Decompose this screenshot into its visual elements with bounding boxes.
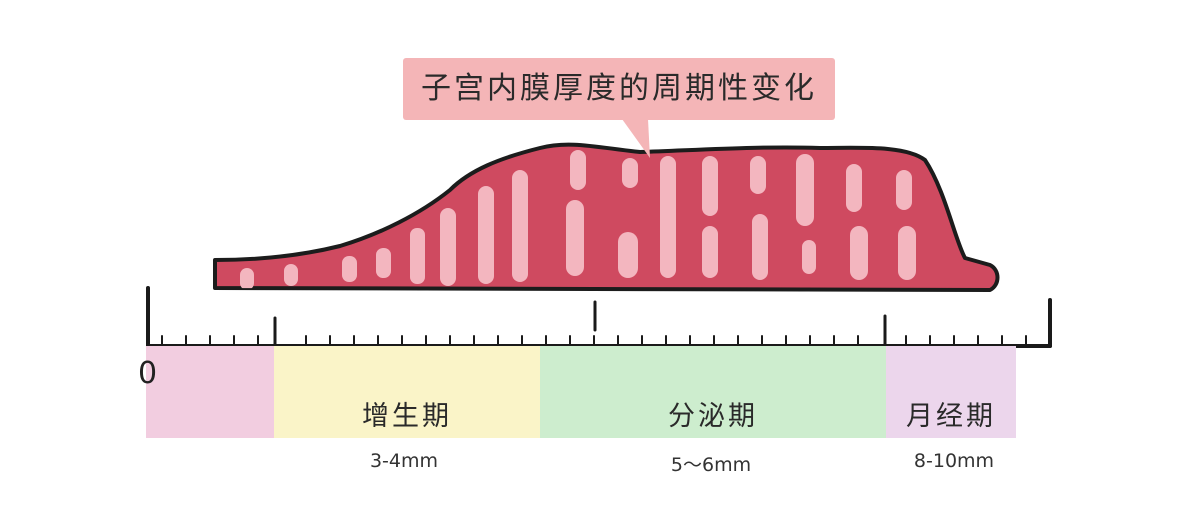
diagram-title: 子宫内膜厚度的周期性变化 <box>421 71 817 106</box>
zone-proliferative <box>274 346 540 438</box>
gland-stripe <box>376 248 391 278</box>
phase-label-menstrual: 月经期 <box>906 401 996 432</box>
gland-stripe <box>702 226 718 278</box>
gland-stripe <box>796 154 814 226</box>
gland-stripe <box>660 156 676 278</box>
gland-stripe <box>802 240 816 274</box>
zone-pre <box>146 346 274 438</box>
gland-stripe <box>622 158 638 188</box>
measurement-secretory: 5～6mm <box>670 454 752 476</box>
measurement-proliferative: 3-4mm <box>369 450 439 472</box>
ruler-minor-ticks <box>161 335 1027 347</box>
gland-stripe <box>898 226 916 280</box>
gland-stripe <box>478 186 494 284</box>
gland-stripe <box>846 164 862 212</box>
measurement-menstrual: 8-10mm <box>913 450 995 472</box>
gland-stripe <box>618 232 638 278</box>
gland-stripe <box>410 228 425 284</box>
phase-label-proliferative: 增生期 <box>362 401 452 432</box>
gland-stripe <box>850 226 868 280</box>
gland-stripe <box>284 264 298 286</box>
gland-stripe <box>702 156 718 216</box>
gland-stripe <box>752 214 768 280</box>
gland-stripe <box>240 268 254 290</box>
gland-stripes <box>240 150 916 290</box>
gland-stripe <box>750 156 766 194</box>
gland-stripe <box>896 170 912 210</box>
gland-stripe <box>570 150 586 190</box>
title-callout: 子宫内膜厚度的周期性变化 <box>403 58 835 120</box>
phase-label-secretory: 分泌期 <box>668 401 758 432</box>
gland-stripe <box>512 170 528 282</box>
axis-origin-label: 0 <box>138 356 158 391</box>
zone-secretory <box>540 346 886 438</box>
ruler <box>146 286 1052 348</box>
gland-stripe <box>566 200 584 276</box>
endometrium-tissue <box>213 142 1000 292</box>
zone-menstrual <box>886 346 1016 438</box>
gland-stripe <box>440 208 456 286</box>
gland-stripe <box>342 256 357 282</box>
